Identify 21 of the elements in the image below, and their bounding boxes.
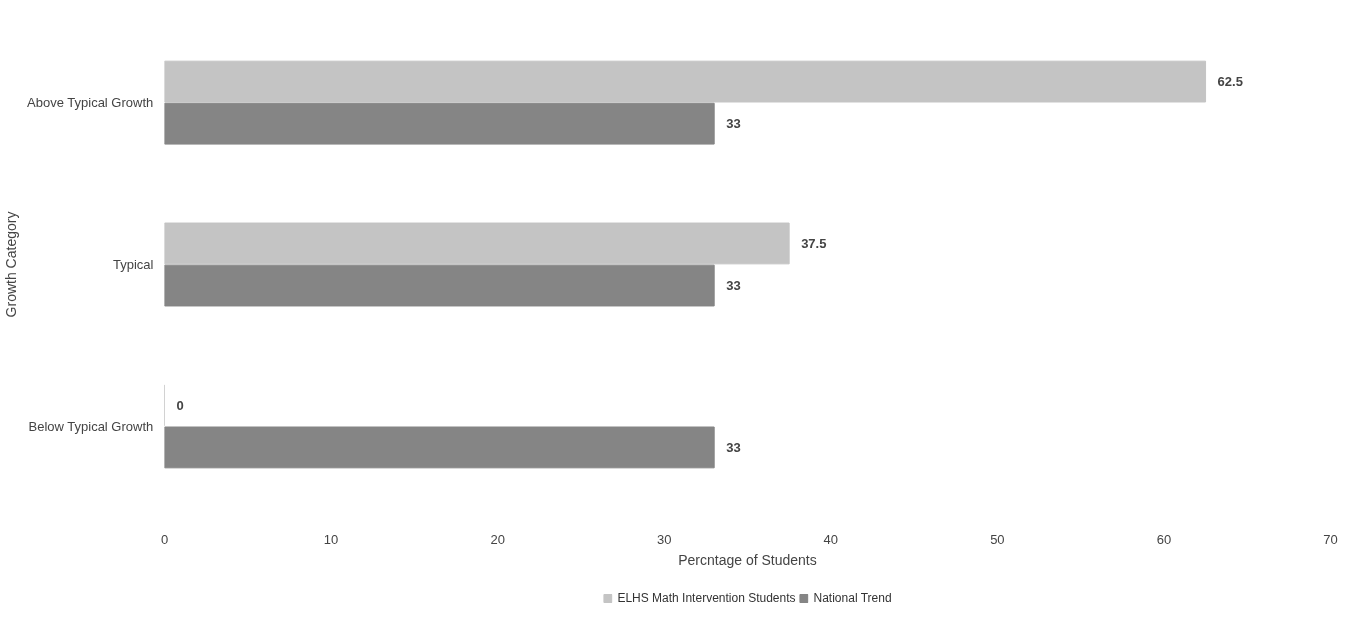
x-tick-label: 50 bbox=[990, 531, 1005, 547]
legend-label: ELHS Math Intervention Students bbox=[617, 590, 796, 605]
x-tick-label: 60 bbox=[1156, 531, 1172, 547]
data-label: 33 bbox=[726, 116, 741, 132]
y-axis-title: Growth Category bbox=[3, 211, 20, 318]
x-tick-label: 10 bbox=[323, 531, 339, 547]
data-label: 0 bbox=[176, 397, 184, 413]
data-label: 33 bbox=[726, 439, 741, 455]
legend-label: National Trend bbox=[813, 590, 892, 605]
data-label: 33 bbox=[726, 278, 741, 294]
data-label: 37.5 bbox=[801, 235, 827, 251]
x-tick-label: 0 bbox=[160, 531, 169, 547]
y-tick-label: Typical bbox=[113, 257, 154, 272]
x-axis-title: Percntage of Students bbox=[678, 551, 817, 568]
x-tick-label: 70 bbox=[1323, 531, 1338, 547]
y-tick-label: Below Typical Growth bbox=[28, 418, 154, 434]
x-tick-label: 20 bbox=[490, 531, 505, 547]
x-tick-label: 40 bbox=[823, 531, 839, 547]
x-tick-label: 30 bbox=[656, 531, 672, 547]
data-label: 62.5 bbox=[1217, 74, 1243, 90]
y-tick-label: Above Typical Growth bbox=[27, 95, 154, 111]
